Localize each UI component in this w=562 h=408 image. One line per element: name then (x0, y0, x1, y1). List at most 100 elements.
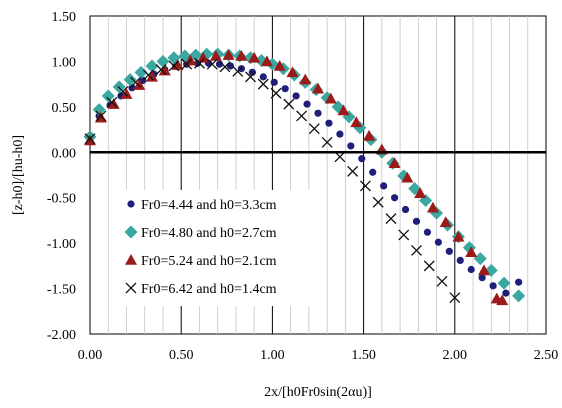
legend-label-4: Fr0=6.42 and h0=1.4cm (141, 282, 277, 297)
data-point (478, 274, 486, 282)
data-point (270, 87, 282, 99)
data-point (401, 205, 410, 214)
y-tick-labels: 1.50 1.00 0.50 0.00 -0.50 -1.00 -1.50 -2.00 (47, 10, 76, 343)
data-point (259, 73, 267, 81)
data-point (414, 187, 427, 198)
data-point (369, 168, 377, 176)
legend-marker-3 (125, 254, 137, 265)
data-point (145, 59, 159, 73)
data-point (347, 142, 355, 150)
data-point (372, 196, 384, 208)
legend-label-3: Fr0=5.24 and h0=2.1cm (141, 254, 277, 269)
data-point (337, 104, 350, 116)
legend-symbols (124, 200, 138, 294)
data-point (359, 180, 371, 192)
data-point (134, 65, 148, 79)
data-point (496, 294, 509, 306)
data-point (286, 66, 299, 78)
data-point (412, 217, 421, 225)
data-point (321, 136, 333, 148)
data-point (497, 276, 511, 290)
data-point (411, 244, 422, 256)
data-point (167, 51, 181, 65)
y-tick-label: -1.50 (47, 283, 76, 298)
data-marks (83, 47, 526, 306)
legend-marker-4 (125, 282, 137, 294)
data-point (515, 278, 523, 286)
data-point (273, 59, 286, 71)
data-point (436, 275, 448, 287)
y-tick-label: 1.00 (52, 55, 77, 70)
data-point (158, 64, 171, 76)
data-point (181, 58, 193, 70)
data-point (257, 78, 269, 90)
legend: Fr0=4.44 and h0=3.3cm Fr0=4.80 and h0=2.… (116, 190, 326, 306)
data-point (260, 55, 273, 67)
data-point (193, 57, 205, 69)
data-point (426, 201, 439, 213)
data-point (219, 61, 231, 73)
data-point (385, 213, 397, 225)
data-point (248, 51, 261, 63)
data-point (401, 171, 414, 183)
data-point (467, 265, 475, 274)
data-point (363, 129, 376, 141)
x-tick-label: 1.00 (260, 348, 285, 363)
data-point (336, 130, 344, 138)
data-point (347, 165, 359, 177)
data-point (92, 103, 106, 117)
data-point (398, 229, 410, 241)
data-point (512, 289, 526, 303)
data-point (235, 49, 248, 61)
data-point (388, 157, 401, 168)
data-point (156, 54, 170, 68)
y-tick-label: 0.00 (52, 146, 77, 161)
data-point (423, 228, 432, 236)
data-point (222, 49, 235, 60)
data-point (209, 49, 222, 61)
legend-marker-2 (124, 225, 138, 239)
data-point (489, 282, 497, 290)
data-point (123, 73, 137, 87)
data-point (445, 247, 453, 255)
data-point (120, 88, 133, 99)
data-point (142, 69, 154, 81)
series-3 (84, 49, 509, 306)
data-point (245, 71, 256, 83)
data-point (391, 194, 399, 202)
data-point (133, 79, 146, 90)
data-point (146, 70, 159, 82)
x-tick-label: 1.50 (351, 348, 376, 363)
data-point (465, 246, 478, 258)
legend-box (116, 190, 326, 306)
data-point (270, 78, 278, 86)
data-point (281, 85, 289, 93)
y-axis-title: [z-h0]/[hu-h0] (11, 135, 26, 215)
data-point (439, 216, 452, 228)
data-point (502, 289, 510, 297)
data-point (117, 85, 129, 97)
data-point (95, 110, 107, 122)
data-point (350, 116, 363, 128)
series-4 (84, 57, 461, 304)
x-tick-label: 2.50 (534, 348, 559, 363)
legend-label-1: Fr0=4.44 and h0=3.3cm (141, 198, 277, 213)
y-tick-label: -0.50 (47, 192, 76, 207)
data-point (299, 73, 312, 85)
data-point (189, 48, 203, 62)
x-tick-labels: 0.00 0.50 1.00 1.50 2.00 2.50 (78, 348, 559, 363)
x-axis-title: 2x/[h0Fr0sin(2αu)] (264, 385, 372, 400)
data-point (423, 260, 435, 272)
legend-label-2: Fr0=4.80 and h0=2.7cm (141, 226, 277, 241)
data-point (358, 155, 366, 163)
data-point (130, 76, 142, 88)
y-tick-label: -1.00 (47, 237, 76, 252)
data-point (380, 182, 388, 190)
legend-marker-1 (127, 200, 135, 208)
data-point (232, 65, 244, 77)
data-point (449, 292, 461, 304)
data-point (456, 256, 464, 265)
data-point (314, 109, 322, 117)
data-point (292, 92, 300, 100)
